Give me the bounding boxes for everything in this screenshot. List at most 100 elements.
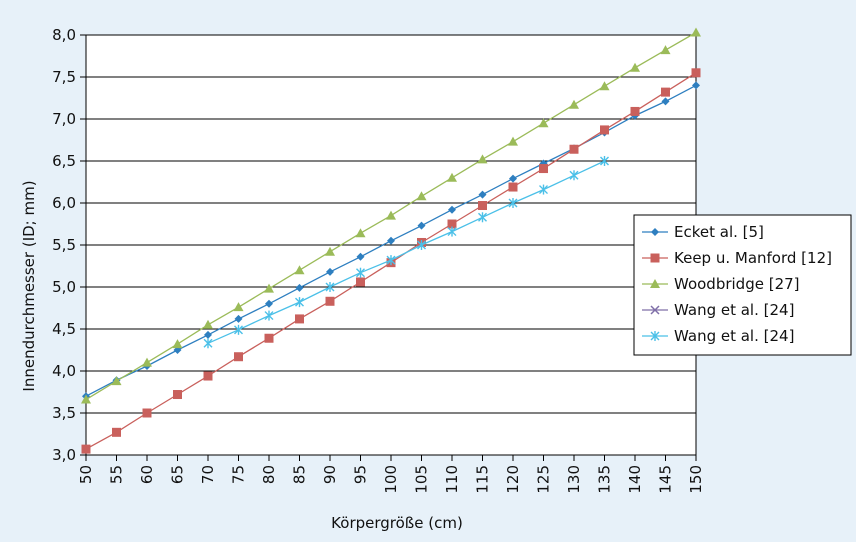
data-point [386,210,396,220]
y-tick-label: 4,0 [52,362,76,380]
data-point [112,427,121,437]
data-point [599,81,610,91]
data-point [508,182,518,192]
data-point [661,97,670,106]
legend-label: Wang et al. [24] [674,301,794,319]
data-point [295,314,304,324]
data-point [172,339,183,349]
x-tick-label: 50 [77,465,95,484]
x-tick-label: 100 [382,465,400,494]
data-point [416,191,427,201]
y-tick-label: 7,0 [52,110,76,128]
data-point [477,154,488,164]
y-tick-label: 6,0 [52,194,76,212]
x-tick-label: 150 [687,465,705,494]
data-point [81,444,91,454]
y-tick-label: 6,5 [52,152,76,170]
y-tick-label: 5,0 [52,278,76,296]
x-tick-label: 65 [169,465,187,484]
legend-marker [650,331,660,341]
x-tick-label: 125 [535,465,553,494]
x-tick-label: 105 [413,465,431,494]
data-point [81,394,91,404]
data-point [356,267,365,278]
y-tick-label: 7,5 [52,68,76,86]
legend-label: Ecket al. [5] [674,223,764,241]
marker-stroke [650,305,660,315]
x-tick-label: 120 [504,465,522,494]
data-point [203,338,213,349]
data-point [204,330,212,339]
data-point [142,357,152,367]
data-point [356,277,365,287]
data-point [447,219,457,229]
x-axis-title: Körpergröße (cm) [331,514,463,532]
data-point [417,221,426,230]
data-point [478,201,487,211]
x-tick-label: 55 [108,465,126,484]
data-point [478,190,487,199]
data-point [509,174,517,183]
data-point [203,371,213,381]
data-point [295,297,304,308]
data-point [355,228,366,238]
data-point [630,106,640,116]
data-point [173,390,182,400]
legend-marker [650,279,660,288]
legend: Ecket al. [5] Keep u. Manford [12] Woodbri… [633,214,852,356]
data-point [661,87,670,97]
x-tick-label: 140 [626,465,644,494]
data-point [233,302,244,312]
data-point [539,184,548,195]
data-point [691,68,701,78]
x-tick-label: 115 [474,465,492,494]
x-tick-label: 85 [291,465,309,484]
data-point [265,299,273,308]
data-point [508,198,518,208]
legend-marker [650,253,660,263]
data-point [386,255,396,266]
legend-marker [650,305,660,315]
data-point [508,136,518,146]
data-point [264,310,274,321]
data-point [326,267,334,276]
x-tick-label: 110 [443,465,461,494]
x-tick-label: 60 [138,465,156,484]
data-point [264,333,274,343]
y-tick-label: 5,5 [52,236,76,254]
data-point [448,205,456,214]
data-point [569,144,579,154]
data-point [234,324,243,335]
legend-label: Keep u. Manford [12] [674,249,832,267]
x-tick-label: 135 [596,465,614,494]
data-point [234,314,243,323]
y-tick-label: 3,0 [52,446,76,464]
y-tick-label: 3,5 [52,404,76,422]
data-point [447,226,457,237]
data-point [325,246,335,256]
data-point [203,319,213,329]
data-point [264,283,274,293]
data-point [142,408,152,418]
data-point [692,81,700,90]
data-point [539,164,548,174]
x-tick-label: 145 [657,465,675,494]
y-tick-label: 4,5 [52,320,76,338]
data-point [630,62,640,72]
data-point [600,156,609,166]
data-point [600,125,609,135]
x-tick-label: 95 [352,465,370,484]
data-point [417,240,426,250]
data-point [447,172,457,182]
data-point [387,236,395,245]
legend-box [633,214,852,356]
x-tick-label: 75 [230,465,248,484]
data-point [569,99,579,109]
x-tick-label: 70 [199,465,217,484]
data-point [660,45,671,55]
data-point [325,282,335,292]
x-tick-label: 130 [565,465,583,494]
x-tick-label: 90 [321,465,339,484]
